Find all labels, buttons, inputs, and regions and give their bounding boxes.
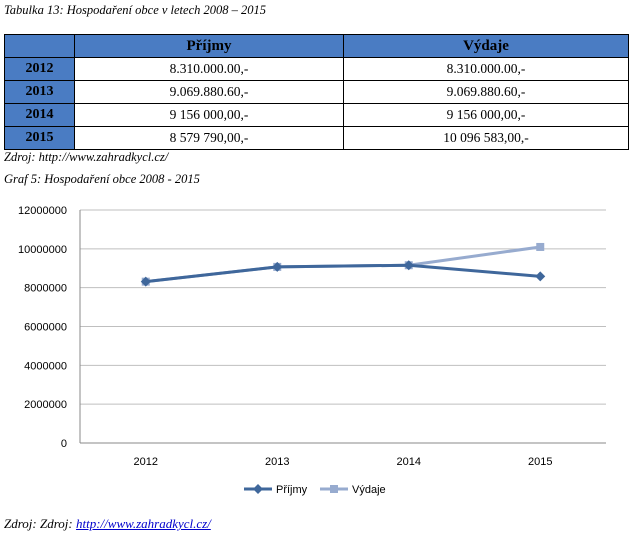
data-point-vydaje: [536, 242, 545, 251]
table-row: 2015 8 579 790,00,- 10 096 583,00,-: [4, 126, 629, 150]
source-link[interactable]: http://www.zahradkycl.cz/: [76, 516, 211, 531]
legend-marker: [330, 485, 338, 493]
header-empty: [4, 34, 75, 58]
y-tick-label: 10000000: [18, 244, 67, 256]
row-prijmy: 8.310.000.00,-: [74, 57, 344, 81]
legend-marker: [253, 484, 263, 494]
x-tick-label: 2013: [265, 456, 289, 468]
finance-table: Příjmy Výdaje 2012 8.310.000.00,- 8.310.…: [4, 34, 629, 150]
table-row: 2014 9 156 000,00,- 9 156 000,00,-: [4, 103, 629, 127]
data-point-prijmy: [403, 260, 414, 271]
data-point-prijmy: [140, 276, 151, 287]
row-vydaje: 8.310.000.00,-: [343, 57, 629, 81]
y-tick-label: 0: [61, 438, 67, 450]
table-row: 2012 8.310.000.00,- 8.310.000.00,-: [4, 57, 629, 81]
x-tick-label: 2014: [397, 456, 421, 468]
y-tick-label: 12000000: [18, 205, 67, 217]
data-point-prijmy: [535, 271, 546, 282]
table-caption: Tabulka 13: Hospodaření obce v letech 20…: [4, 3, 266, 17]
row-year: 2013: [4, 80, 75, 104]
row-vydaje: 9.069.880.60,-: [343, 80, 629, 104]
table-row: 2013 9.069.880.60,- 9.069.880.60,-: [4, 80, 629, 104]
row-year: 2012: [4, 57, 75, 81]
row-vydaje: 10 096 583,00,-: [343, 126, 629, 150]
header-vydaje: Výdaje: [343, 34, 629, 58]
y-tick-label: 2000000: [24, 399, 67, 411]
row-prijmy: 9 156 000,00,-: [74, 103, 344, 127]
row-vydaje: 9 156 000,00,-: [343, 103, 629, 127]
legend-label: Příjmy: [276, 484, 308, 496]
y-tick-label: 4000000: [24, 360, 67, 372]
chart-source: Zdroj: Zdroj: http://www.zahradkycl.cz/: [4, 516, 211, 532]
line-chart: 0 2000000 4000000 6000000 8000000 10000000 120…: [18, 205, 606, 496]
row-prijmy: 9.069.880.60,-: [74, 80, 344, 104]
x-tick-label: 2012: [134, 456, 158, 468]
chart-source-prefix: Zdroj: Zdroj:: [4, 516, 76, 531]
table-source: Zdroj: http://www.zahradkycl.cz/: [4, 150, 169, 164]
table-header-row: Příjmy Výdaje: [4, 34, 629, 58]
series-line-prijmy: [145, 263, 541, 284]
y-tick-label: 6000000: [24, 322, 67, 334]
legend-label: Výdaje: [352, 484, 386, 496]
row-prijmy: 8 579 790,00,-: [74, 126, 344, 150]
header-prijmy: Příjmy: [74, 34, 344, 58]
row-year: 2015: [4, 126, 75, 150]
chart-caption: Graf 5: Hospodaření obce 2008 - 2015: [4, 172, 200, 186]
data-point-prijmy: [272, 261, 283, 272]
y-tick-label: 8000000: [24, 283, 67, 295]
x-tick-label: 2015: [528, 456, 552, 468]
row-year: 2014: [4, 103, 75, 127]
